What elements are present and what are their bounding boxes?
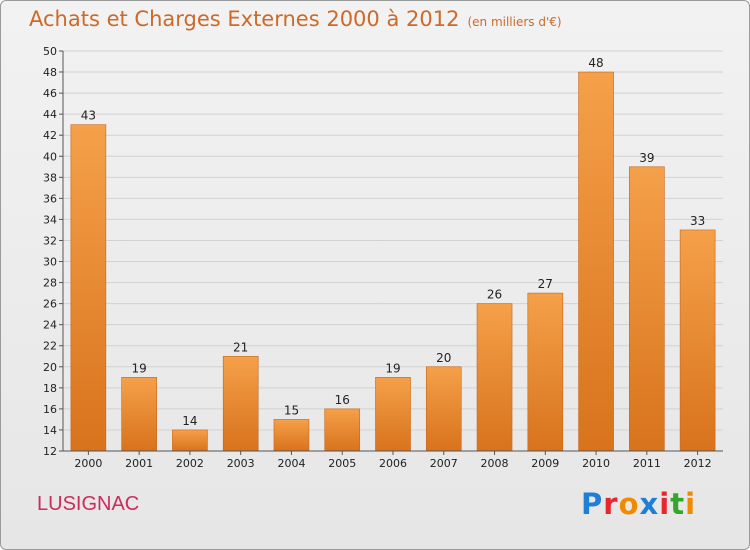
y-tick-label: 24	[43, 319, 57, 332]
y-tick-label: 22	[43, 340, 57, 353]
y-tick-label: 40	[43, 150, 57, 163]
x-tick-label-2009: 2009	[531, 457, 559, 470]
logo-letter: P	[581, 487, 604, 521]
y-tick-label: 12	[43, 445, 57, 458]
value-label-2003: 21	[233, 340, 248, 354]
y-tick-label: 44	[43, 108, 57, 121]
x-tick-label-2010: 2010	[582, 457, 610, 470]
y-tick-label: 18	[43, 382, 57, 395]
value-label-2001: 19	[132, 361, 147, 375]
y-tick-label: 34	[43, 213, 57, 226]
value-label-2010: 48	[588, 56, 603, 70]
x-tick-label-2003: 2003	[227, 457, 255, 470]
y-tick-label: 28	[43, 277, 57, 290]
bar-2010[interactable]	[578, 71, 614, 452]
value-label-2002: 14	[182, 414, 197, 428]
logo-letter: t	[670, 487, 686, 521]
x-tick-label-2008: 2008	[481, 457, 509, 470]
value-label-2004: 15	[284, 403, 299, 417]
x-tick-label-2005: 2005	[328, 457, 356, 470]
value-label-2012: 33	[690, 214, 705, 228]
y-tick-label: 32	[43, 234, 57, 247]
bar-2000[interactable]	[70, 124, 107, 452]
bar-2003[interactable]	[222, 355, 259, 452]
x-tick-label-2001: 2001	[125, 457, 153, 470]
y-tick-label: 48	[43, 66, 57, 79]
logo-letter: o	[618, 487, 640, 521]
bar-2011[interactable]	[629, 166, 665, 452]
value-label-2000: 43	[81, 109, 96, 123]
value-label-2008: 26	[487, 288, 502, 302]
chart-title: Achats et Charges Externes 2000 à 2012 (e…	[29, 7, 562, 31]
y-tick-label: 26	[43, 298, 57, 311]
y-axis: 12 14 16 18 20 22 24 26 28 30 32 34 36 38 40 42 44 46 48 50	[43, 45, 64, 458]
bar-2001[interactable]	[121, 377, 157, 452]
bar-2004[interactable]	[273, 419, 310, 452]
chart-title-text: Achats et Charges Externes 2000 à 2012	[29, 7, 460, 31]
y-tick-label: 42	[43, 129, 57, 142]
value-label-2007: 20	[436, 351, 451, 365]
bar-2005[interactable]	[324, 408, 361, 452]
x-tick-label-2006: 2006	[379, 457, 407, 470]
bar-2006[interactable]	[375, 377, 411, 452]
y-tick-label: 38	[43, 171, 57, 184]
y-tick-label: 46	[43, 87, 57, 100]
proxiti-logo[interactable]: Proxiti	[581, 487, 696, 521]
bar-2002[interactable]	[172, 429, 208, 452]
commune-name: LUSIGNAC	[37, 493, 140, 515]
logo-letter: i	[659, 487, 671, 521]
x-axis: 2000 2001 2002 2003 2004 2005 2006 2007 2008 2009…	[63, 450, 723, 470]
logo-letter: r	[603, 487, 619, 521]
logo-letter: i	[685, 487, 697, 521]
logo-letter: x	[639, 487, 660, 521]
x-tick-label-2002: 2002	[176, 457, 204, 470]
x-tick-label-2012: 2012	[684, 457, 712, 470]
chart-subtitle: (en milliers d'€)	[467, 15, 562, 29]
y-tick-label: 50	[43, 45, 57, 58]
y-tick-label: 16	[43, 403, 57, 416]
bar-2012[interactable]	[679, 229, 716, 452]
bars: 43 19 14 21 15 16 19 20 26 27 48 39 33	[70, 56, 716, 452]
bar-2007[interactable]	[425, 366, 462, 452]
bar-2009[interactable]	[527, 292, 564, 452]
x-tick-label-2004: 2004	[277, 457, 305, 470]
value-label-2005: 16	[335, 393, 350, 407]
y-tick-label: 20	[43, 361, 57, 374]
x-tick-label-2007: 2007	[430, 457, 458, 470]
x-tick-label-2011: 2011	[633, 457, 661, 470]
y-tick-label: 30	[43, 256, 57, 269]
x-tick-label-2000: 2000	[74, 457, 102, 470]
bar-2008[interactable]	[476, 303, 513, 452]
value-label-2011: 39	[639, 151, 654, 165]
value-label-2009: 27	[538, 277, 553, 291]
y-tick-label: 36	[43, 192, 57, 205]
value-label-2006: 19	[385, 361, 400, 375]
y-tick-label: 14	[43, 424, 57, 437]
